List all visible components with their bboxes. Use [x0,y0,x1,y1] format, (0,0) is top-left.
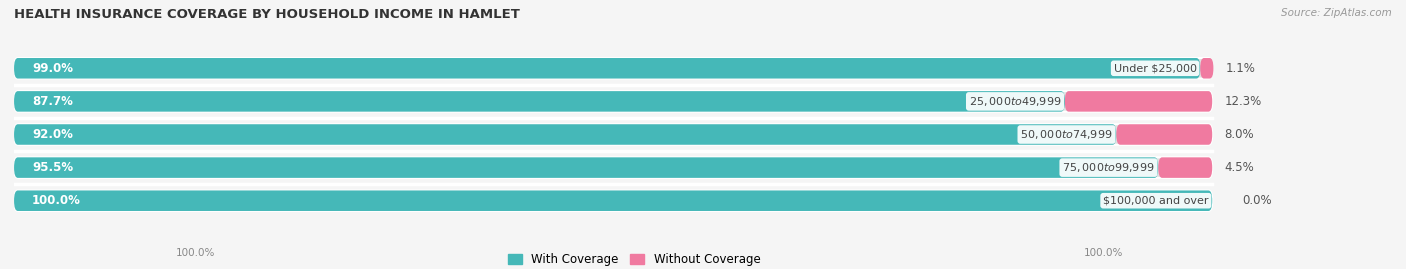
Text: 92.0%: 92.0% [32,128,73,141]
Text: 100.0%: 100.0% [1084,248,1123,258]
FancyBboxPatch shape [1201,58,1213,79]
FancyBboxPatch shape [14,91,1212,112]
FancyBboxPatch shape [1064,91,1212,112]
Text: $75,000 to $99,999: $75,000 to $99,999 [1062,161,1154,174]
FancyBboxPatch shape [14,91,1064,112]
Text: 0.0%: 0.0% [1241,194,1272,207]
Text: 8.0%: 8.0% [1225,128,1254,141]
Text: 4.5%: 4.5% [1225,161,1254,174]
FancyBboxPatch shape [14,58,1201,79]
Text: HEALTH INSURANCE COVERAGE BY HOUSEHOLD INCOME IN HAMLET: HEALTH INSURANCE COVERAGE BY HOUSEHOLD I… [14,8,520,21]
FancyBboxPatch shape [14,124,1116,145]
Text: 99.0%: 99.0% [32,62,73,75]
Text: 1.1%: 1.1% [1226,62,1256,75]
Text: $25,000 to $49,999: $25,000 to $49,999 [969,95,1062,108]
FancyBboxPatch shape [14,157,1159,178]
FancyBboxPatch shape [14,124,1212,145]
FancyBboxPatch shape [14,190,1212,211]
Text: 95.5%: 95.5% [32,161,73,174]
FancyBboxPatch shape [1116,124,1212,145]
FancyBboxPatch shape [1159,157,1212,178]
Text: 87.7%: 87.7% [32,95,73,108]
FancyBboxPatch shape [14,58,1212,79]
Text: $100,000 and over: $100,000 and over [1104,196,1209,206]
Legend: With Coverage, Without Coverage: With Coverage, Without Coverage [503,250,765,269]
Text: $50,000 to $74,999: $50,000 to $74,999 [1021,128,1112,141]
Text: 12.3%: 12.3% [1225,95,1261,108]
Text: 100.0%: 100.0% [176,248,215,258]
FancyBboxPatch shape [14,190,1212,211]
FancyBboxPatch shape [14,157,1212,178]
Text: 100.0%: 100.0% [32,194,82,207]
Text: Source: ZipAtlas.com: Source: ZipAtlas.com [1281,8,1392,18]
Text: Under $25,000: Under $25,000 [1114,63,1197,73]
